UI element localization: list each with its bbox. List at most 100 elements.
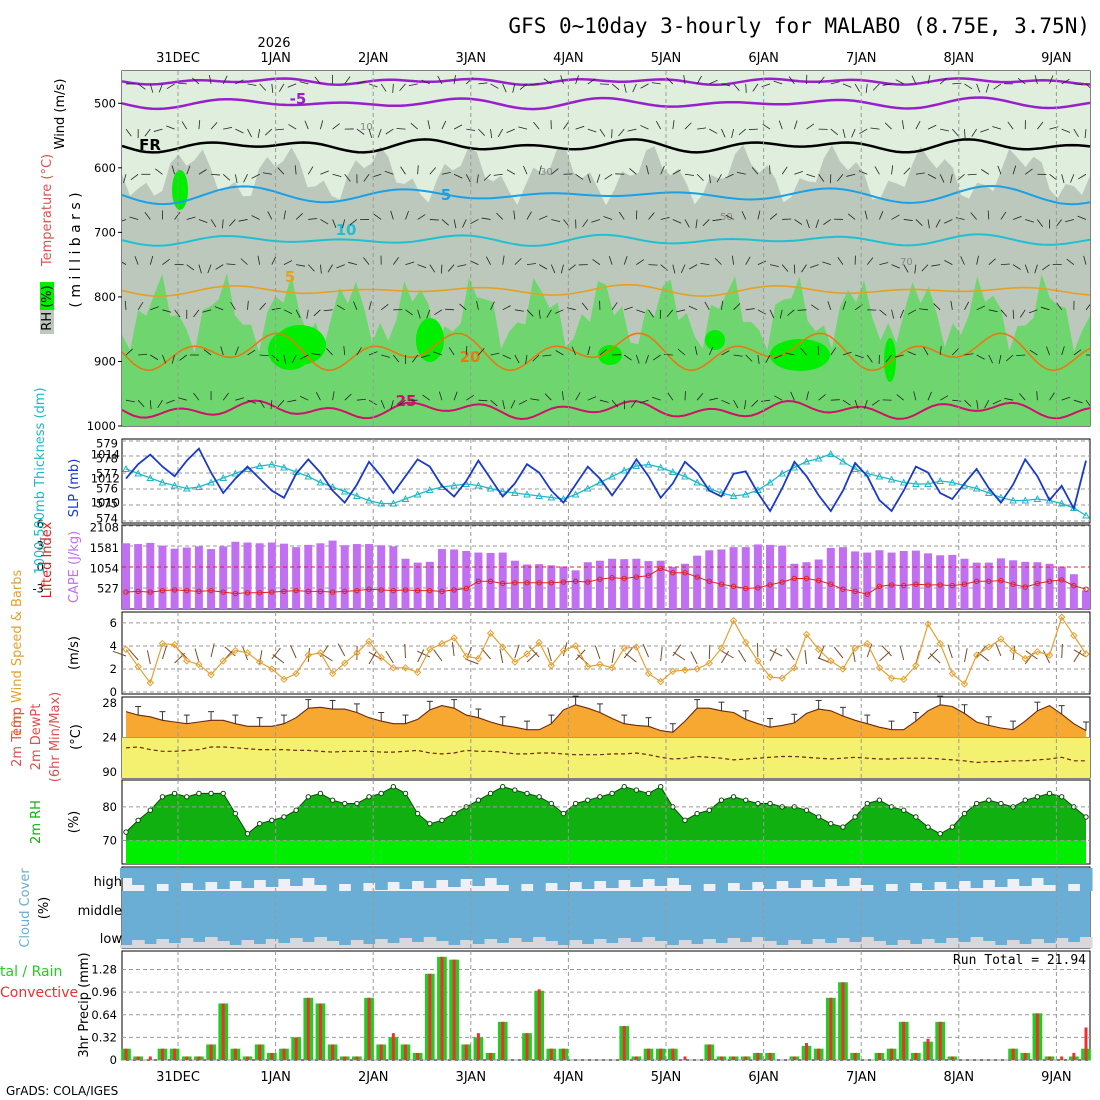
precip-conv-bar <box>829 997 833 1060</box>
wind-barb <box>125 399 135 403</box>
thickness-point <box>583 484 592 492</box>
precip-conv-bar <box>841 982 845 1060</box>
wind-barb <box>778 120 783 130</box>
wind-barb <box>611 302 618 311</box>
cape-bar <box>851 551 860 609</box>
wind-barb <box>587 128 597 133</box>
wind-barb <box>762 123 771 130</box>
tick-label: 3 <box>37 539 44 553</box>
wind-barb <box>684 219 690 228</box>
thickness-point <box>474 481 483 489</box>
cloud-low-bar <box>958 942 972 948</box>
cape-bar <box>583 562 592 609</box>
wind-barb <box>864 400 868 409</box>
wind-barb <box>896 394 904 401</box>
li-point <box>123 589 129 595</box>
li-point <box>342 588 348 595</box>
rh2m-point <box>973 800 980 807</box>
wind-barb <box>842 301 847 310</box>
cape-bar <box>219 546 228 609</box>
cloud-low-bar <box>520 942 534 948</box>
cloud-high-bar <box>897 868 911 891</box>
cloud-high-bar <box>472 868 485 886</box>
wind10-point <box>255 658 264 666</box>
cloud-low-bar <box>678 940 692 948</box>
wind-barb <box>603 216 613 220</box>
wind-barb <box>1055 219 1063 227</box>
wind-barb <box>632 83 637 93</box>
wind10-point <box>401 664 410 672</box>
wind10-point <box>377 653 385 662</box>
cloud-low-bar <box>545 941 558 948</box>
cloud-high-bar <box>788 868 801 888</box>
precip-conv-bar <box>1011 1048 1015 1060</box>
cloud-low-bar <box>484 939 498 948</box>
cape-bar <box>693 555 702 609</box>
wind-barb <box>510 400 516 409</box>
wind-barb <box>1066 258 1075 265</box>
wind-barb <box>410 122 418 130</box>
wind-barb <box>914 264 917 274</box>
wind-barb <box>124 300 127 310</box>
cloud-low-bar <box>994 945 1008 948</box>
chart-title: GFS 0~10day 3-hourly for MALABO (8.75E, … <box>508 14 1090 38</box>
wind10-point <box>365 637 373 646</box>
li-point <box>414 587 421 594</box>
wind-barb <box>478 399 488 402</box>
wind10-point <box>535 638 543 647</box>
wind-barb <box>837 257 844 265</box>
wind-barb <box>1084 129 1087 139</box>
wind-barb <box>138 353 148 356</box>
rh2m-point <box>196 790 202 797</box>
thickness-point <box>766 478 774 486</box>
wind-barb <box>288 124 297 130</box>
wind-barb <box>417 214 426 220</box>
bottom-date-label: 5JAN <box>651 1070 682 1085</box>
cloud-high-bar <box>715 868 728 891</box>
wind-barb <box>235 397 245 401</box>
li-point <box>645 572 652 579</box>
wind10-point <box>1082 650 1090 658</box>
thickness-point <box>486 484 495 492</box>
cloud-low-bar <box>423 937 437 948</box>
rh2m-point <box>1022 797 1028 803</box>
wind-barb <box>398 399 406 407</box>
wind-barb <box>429 219 439 221</box>
cloud-low-bar <box>326 941 340 948</box>
wind-barb <box>694 346 698 356</box>
wind-barb <box>769 309 775 319</box>
wind-barb <box>295 213 303 220</box>
rh2m-point <box>621 784 627 790</box>
wind-barb <box>806 123 815 130</box>
wind-barb <box>751 167 759 175</box>
cape-panel: -3 0 3 6 527 1054 1581 2108 <box>33 517 1091 610</box>
cloud-high-bar <box>678 868 692 885</box>
wind-barb <box>1049 75 1054 85</box>
wind-barb <box>400 166 406 175</box>
wind10-frame <box>121 611 1091 695</box>
cloud-high-bar <box>934 868 947 882</box>
rh2m-point <box>184 794 190 800</box>
precip-conv-bar <box>209 1044 213 1060</box>
precip-conv-bar <box>768 1052 772 1060</box>
wind-barb <box>393 354 400 363</box>
cloud-low-bar <box>435 941 449 948</box>
rh2m-point <box>840 824 846 830</box>
wind-barb <box>259 83 267 91</box>
wind10-point <box>1070 631 1078 640</box>
li-point <box>1071 582 1077 589</box>
wind-barb <box>1073 83 1083 86</box>
rh2m-point <box>414 810 421 817</box>
wind-barb <box>453 124 463 130</box>
tick-label: 70 <box>102 833 117 847</box>
wind-barb <box>931 264 941 267</box>
wind-barb <box>587 396 597 401</box>
wind-barb <box>496 212 503 220</box>
precip-conv-bar <box>1048 1056 1052 1060</box>
precip-conv-bar <box>938 1021 942 1060</box>
wind-barb <box>967 173 977 176</box>
wind-barb <box>733 399 739 409</box>
li-point <box>475 578 482 585</box>
thickness-point <box>802 457 811 465</box>
